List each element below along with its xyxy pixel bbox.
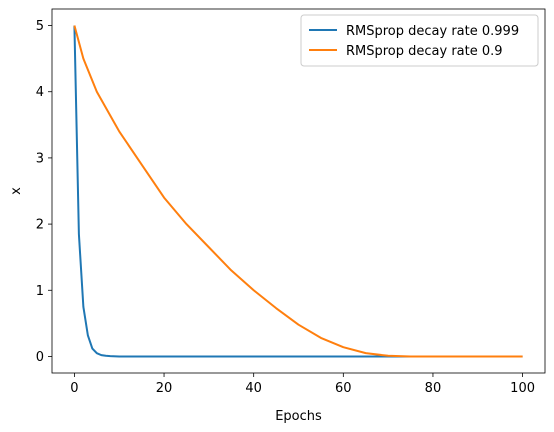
y-tick-label: 5 xyxy=(36,19,44,34)
x-axis: 0 20 40 60 80 100 xyxy=(70,373,535,396)
legend-label-series-1: RMSprop decay rate 0.999 xyxy=(346,24,519,39)
y-tick-label: 3 xyxy=(36,151,44,166)
legend-box xyxy=(300,14,539,67)
y-axis: 0 1 2 3 4 5 xyxy=(36,19,52,365)
legend-label-series-2: RMSprop decay rate 0.9 xyxy=(346,44,503,59)
series-layer xyxy=(73,25,523,358)
x-axis-label: Epochs xyxy=(275,409,322,424)
legend: RMSprop decay rate 0.999 RMSprop decay r… xyxy=(300,14,539,67)
x-tick-label: 60 xyxy=(335,381,352,396)
x-tick-label: 0 xyxy=(70,381,78,396)
x-tick-label: 80 xyxy=(425,381,442,396)
series-line-2 xyxy=(73,25,523,358)
x-tick-label: 20 xyxy=(156,381,173,396)
y-tick-label: 4 xyxy=(36,85,44,100)
y-axis-label: x xyxy=(9,187,24,195)
plot-frame xyxy=(51,8,546,374)
x-tick-label: 40 xyxy=(245,381,262,396)
plot-area xyxy=(52,9,545,373)
series-line-1 xyxy=(73,25,523,358)
y-tick-label: 1 xyxy=(36,284,44,299)
x-tick-label: 100 xyxy=(510,381,535,396)
y-tick-label: 2 xyxy=(36,218,44,233)
y-tick-label: 0 xyxy=(36,350,44,365)
